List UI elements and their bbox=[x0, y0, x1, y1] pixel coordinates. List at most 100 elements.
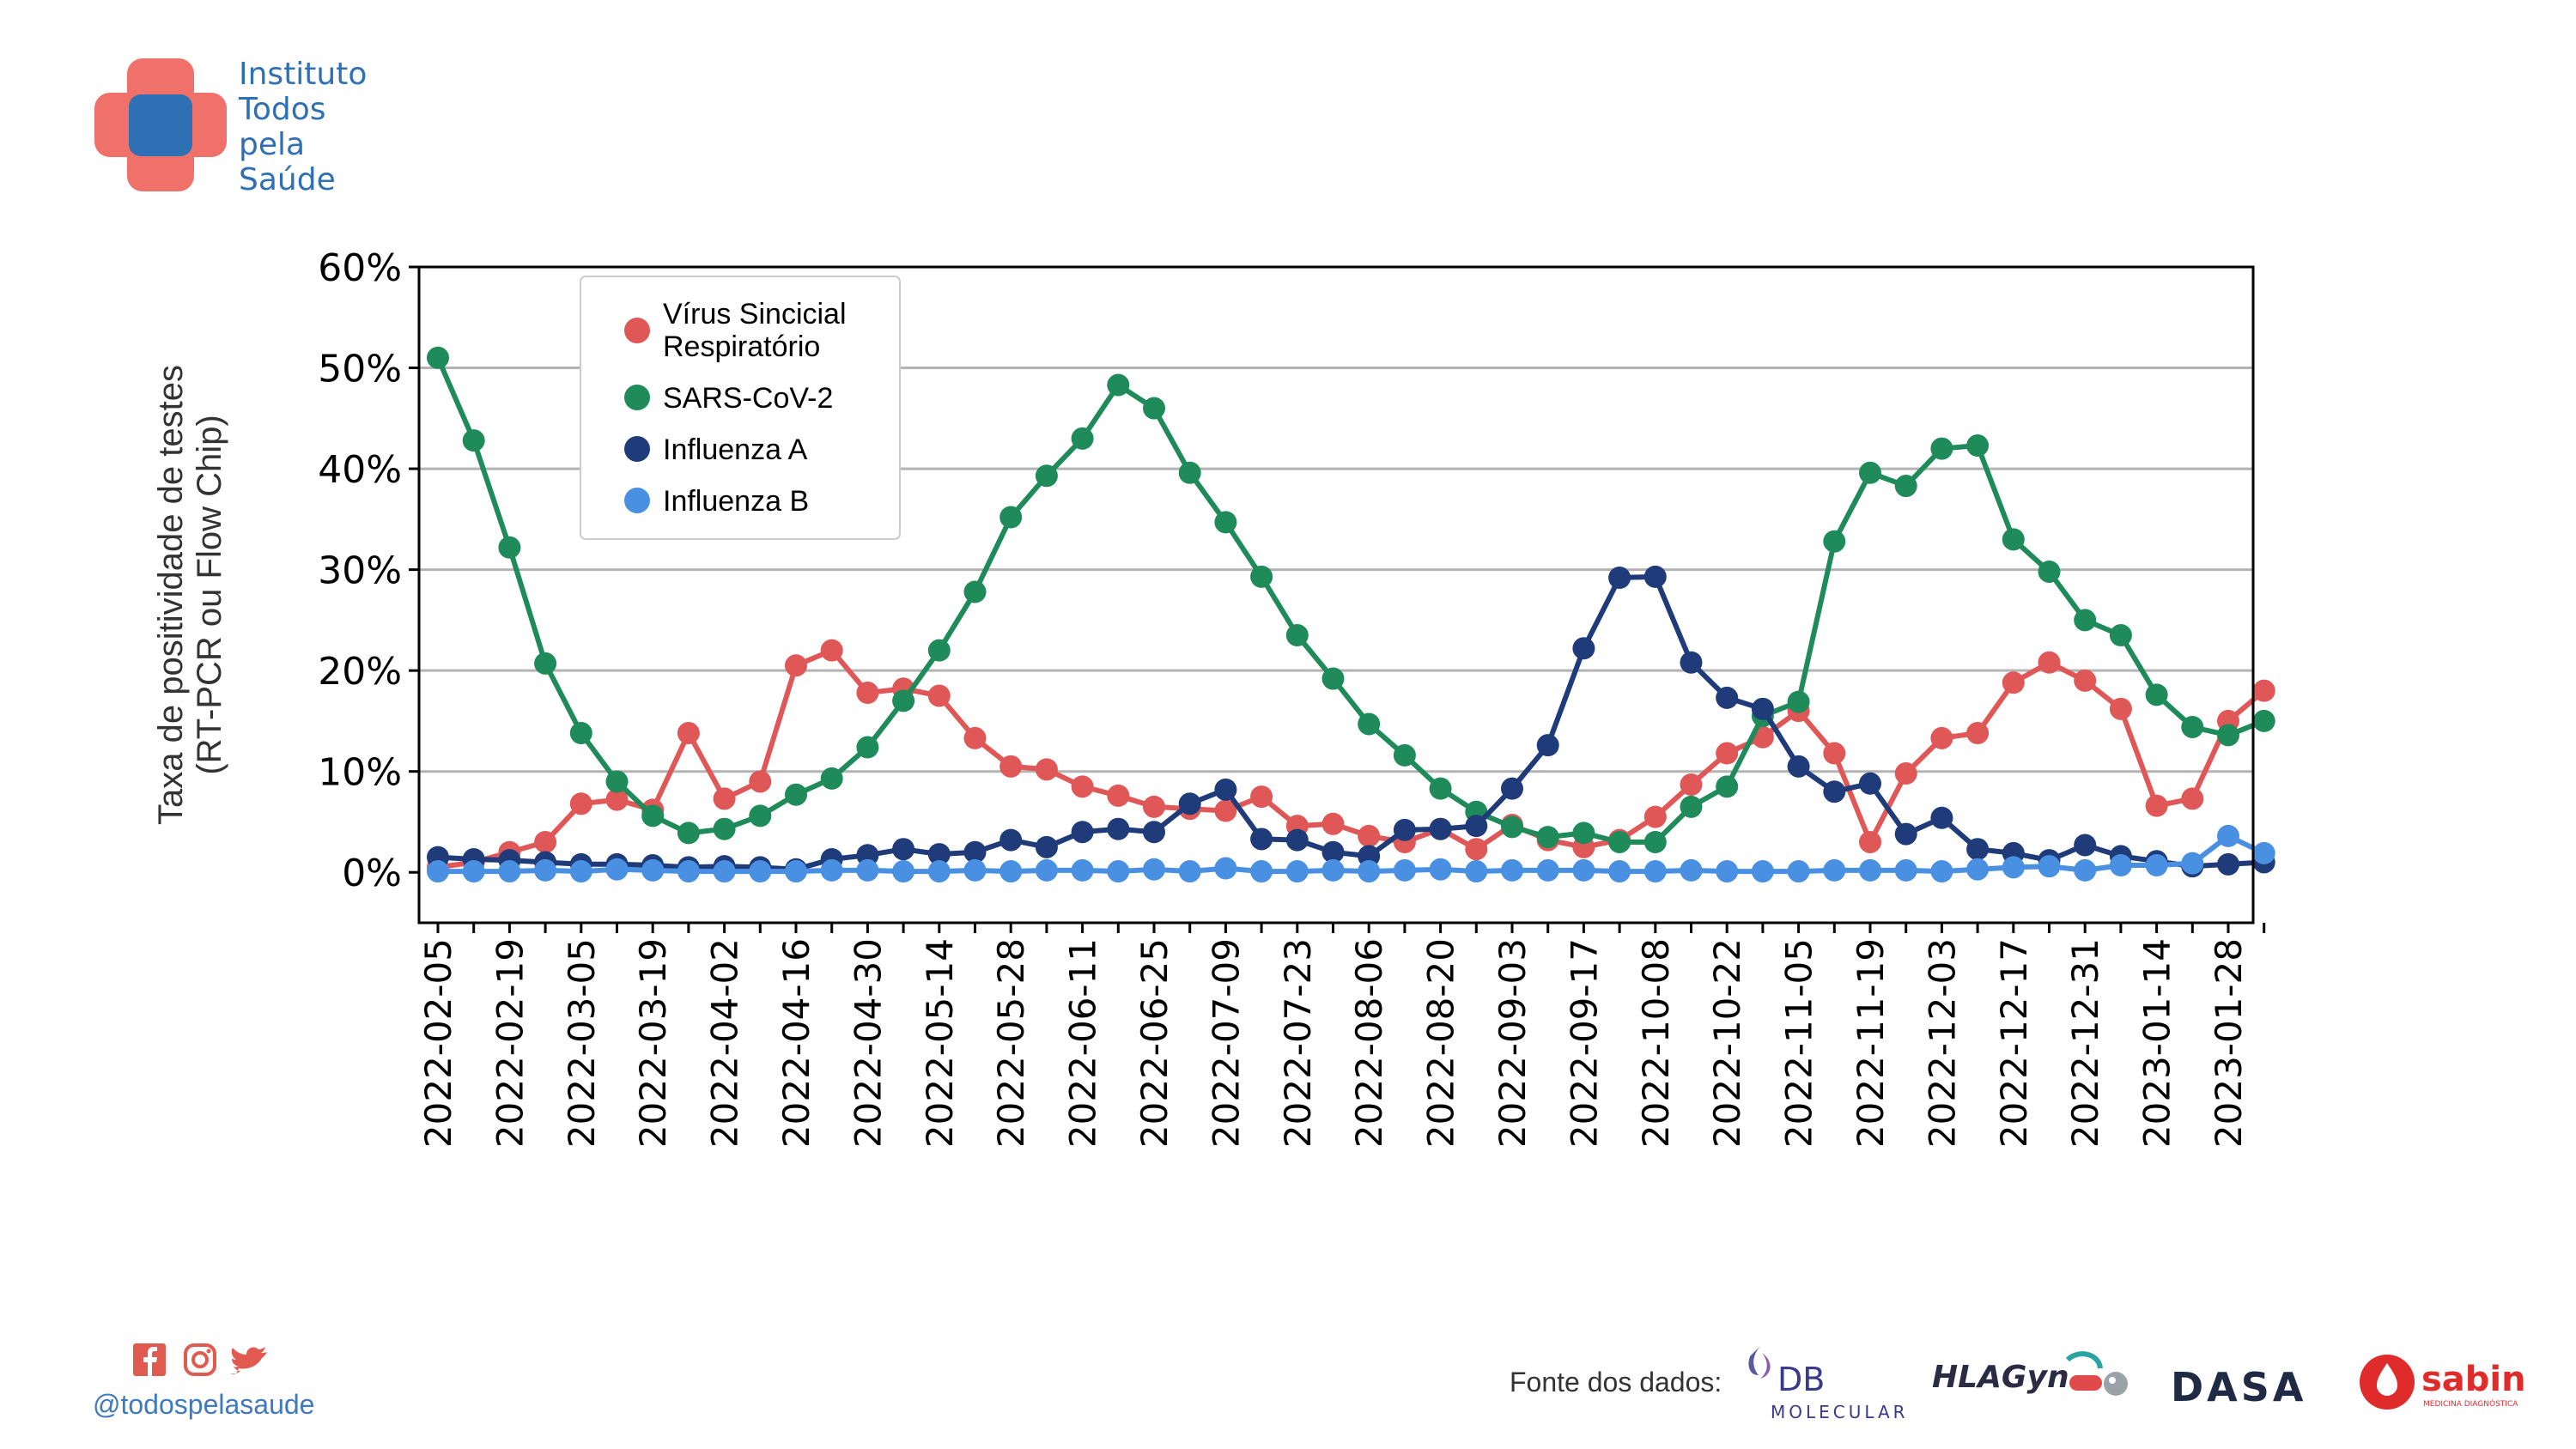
x-tick-label: 2022-05-14 bbox=[919, 938, 961, 1148]
data-point bbox=[1643, 830, 1667, 853]
data-point bbox=[892, 838, 915, 861]
data-point bbox=[713, 787, 736, 810]
data-point bbox=[1859, 772, 1881, 795]
data-point bbox=[856, 736, 879, 759]
data-point bbox=[713, 817, 736, 840]
data-source-label: Fonte dos dados: bbox=[1510, 1367, 1722, 1397]
data-point bbox=[892, 860, 915, 883]
data-point bbox=[2252, 679, 2275, 702]
data-point bbox=[1429, 817, 1452, 840]
data-point bbox=[2002, 671, 2025, 694]
data-point bbox=[1536, 826, 1559, 849]
y-tick-label: 50% bbox=[318, 348, 402, 391]
data-point bbox=[1107, 817, 1130, 840]
data-point bbox=[427, 346, 449, 369]
data-point bbox=[1751, 697, 1774, 720]
y-tick-label: 10% bbox=[318, 751, 402, 795]
brand-line-4: Saúde bbox=[239, 162, 336, 197]
data-point bbox=[1107, 860, 1130, 883]
x-tick-label: 2022-12-17 bbox=[1993, 938, 2035, 1148]
data-point bbox=[1966, 838, 1990, 861]
data-point bbox=[927, 843, 951, 866]
series-line bbox=[438, 833, 2265, 875]
instagram-icon[interactable] bbox=[184, 1343, 216, 1376]
data-point bbox=[1143, 821, 1165, 844]
brand-line-2: Todos bbox=[239, 92, 326, 127]
x-tick-label: 2022-11-19 bbox=[1850, 938, 1892, 1148]
facebook-icon[interactable] bbox=[133, 1343, 166, 1376]
data-point bbox=[1966, 722, 1990, 745]
data-point bbox=[1321, 667, 1345, 690]
data-point bbox=[1536, 858, 1559, 882]
x-tick-label: 2022-02-05 bbox=[417, 938, 459, 1148]
x-tick-label: 2023-01-28 bbox=[2208, 938, 2250, 1148]
data-point bbox=[1178, 461, 1201, 484]
data-point bbox=[498, 860, 521, 883]
data-point bbox=[1751, 860, 1774, 883]
svg-text:sabin: sabin bbox=[2421, 1360, 2526, 1399]
data-point bbox=[856, 682, 879, 705]
data-point bbox=[2002, 528, 2025, 551]
data-point bbox=[999, 860, 1023, 883]
legend-label: Influenza A bbox=[663, 433, 808, 466]
data-point bbox=[2217, 824, 2239, 847]
data-point bbox=[820, 639, 843, 662]
data-point bbox=[2109, 854, 2132, 877]
legend-marker bbox=[624, 385, 650, 410]
hlagyn-logo: HLAGyn bbox=[1932, 1351, 2128, 1396]
data-point bbox=[1643, 860, 1667, 883]
data-point bbox=[677, 722, 700, 745]
data-point bbox=[1859, 830, 1881, 853]
dasa-logo: DASA bbox=[2171, 1364, 2304, 1408]
series-influenza-b bbox=[427, 824, 2275, 883]
x-tick-label: 2022-10-22 bbox=[1706, 938, 1748, 1148]
instituto-logo bbox=[94, 58, 227, 191]
data-point bbox=[641, 804, 665, 828]
data-point bbox=[1680, 858, 1703, 882]
data-point bbox=[2109, 697, 2132, 720]
legend-label: Respiratório bbox=[663, 330, 820, 363]
social-icons bbox=[133, 1343, 267, 1376]
data-point bbox=[749, 860, 772, 883]
data-point bbox=[1071, 427, 1094, 450]
y-tick-label: 20% bbox=[318, 650, 402, 694]
x-tick-label: 2022-07-23 bbox=[1277, 938, 1319, 1148]
data-point bbox=[605, 858, 629, 881]
data-point bbox=[1572, 822, 1595, 845]
data-point bbox=[1250, 565, 1273, 588]
data-point bbox=[462, 429, 485, 452]
twitter-icon[interactable] bbox=[230, 1347, 267, 1375]
x-tick-label: 2022-12-03 bbox=[1921, 938, 1963, 1148]
data-point bbox=[462, 860, 485, 883]
data-point bbox=[1501, 858, 1523, 882]
data-point bbox=[1465, 838, 1488, 861]
x-tick-label: 2022-06-25 bbox=[1133, 938, 1176, 1148]
x-tick-label: 2022-03-19 bbox=[632, 938, 674, 1148]
series-v-rus-sincicial-respirat-rio bbox=[427, 639, 2275, 879]
x-tick-label: 2022-12-31 bbox=[2064, 938, 2106, 1148]
data-point bbox=[569, 860, 592, 883]
data-point bbox=[2145, 854, 2168, 877]
data-point bbox=[963, 858, 987, 882]
y-axis-label-line-1: Taxa de positividade de testes bbox=[152, 365, 190, 825]
social-handle[interactable]: @todospelasaude bbox=[93, 1389, 315, 1420]
data-point bbox=[856, 858, 879, 882]
brand-line-3: pela bbox=[239, 127, 306, 162]
x-tick-label: 2022-10-08 bbox=[1635, 938, 1677, 1148]
data-point bbox=[2074, 858, 2097, 882]
legend-box bbox=[580, 276, 901, 540]
data-point bbox=[963, 840, 987, 864]
data-point bbox=[1465, 860, 1488, 883]
data-point bbox=[2145, 683, 2168, 706]
x-tick-label: 2022-11-05 bbox=[1778, 938, 1820, 1148]
data-point bbox=[1966, 434, 1990, 458]
data-point bbox=[1572, 637, 1595, 660]
data-point bbox=[785, 860, 807, 883]
data-point bbox=[2252, 709, 2275, 732]
data-point bbox=[534, 858, 557, 882]
data-point bbox=[1787, 860, 1810, 883]
legend-label: Vírus Sincicial bbox=[663, 298, 847, 330]
data-point bbox=[1680, 651, 1703, 674]
data-point bbox=[1358, 860, 1381, 883]
